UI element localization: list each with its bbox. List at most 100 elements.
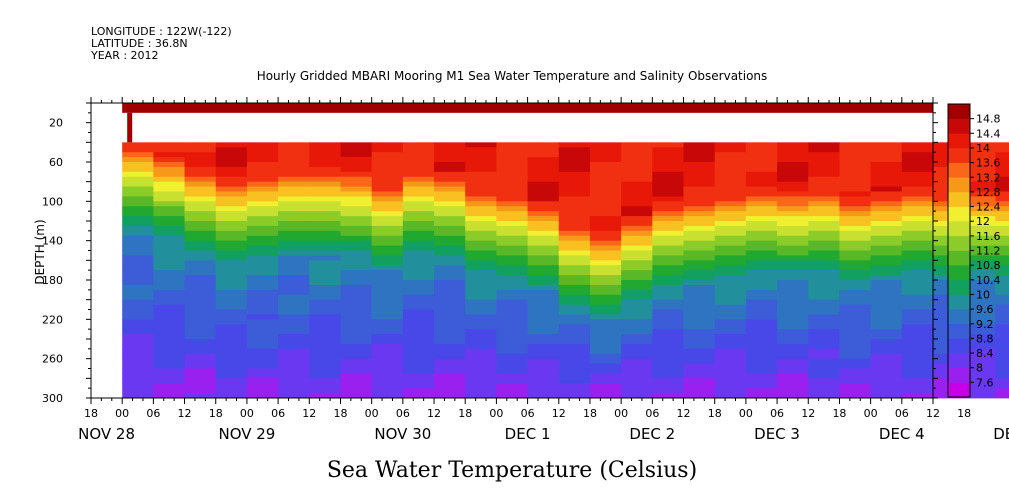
heat-cell: [714, 230, 747, 237]
heat-cell: [278, 206, 310, 212]
heat-cell: [527, 176, 560, 183]
heat-cell: [278, 343, 310, 350]
heat-cell: [870, 181, 903, 187]
heat-cell: [246, 343, 279, 350]
heat-cell: [621, 201, 653, 207]
heat-cell: [652, 191, 685, 197]
heat-cell: [589, 235, 622, 242]
heat-cell: [901, 275, 934, 281]
heat-cell: [589, 363, 622, 369]
heat-cell: [184, 250, 217, 256]
heat-cell: [153, 319, 186, 325]
heat-cell: [714, 142, 747, 148]
heat-cell: [683, 284, 716, 291]
heat-cell: [434, 304, 466, 310]
heat-cell: [309, 275, 342, 281]
heat-cell: [309, 373, 342, 379]
heat-cell: [964, 142, 996, 148]
heat-cell: [808, 260, 841, 266]
heat-cell: [371, 152, 404, 158]
heat-cell: [309, 309, 342, 315]
heat-cell: [122, 319, 154, 325]
heat-cell: [122, 270, 154, 276]
heat-cell: [839, 230, 872, 237]
heat-cell: [340, 319, 373, 325]
heat-cell: [652, 221, 685, 227]
heat-cell: [558, 221, 591, 227]
heat-cell: [870, 319, 903, 325]
heat-cell: [589, 294, 622, 301]
heat-cell: [215, 230, 248, 237]
heat-cell: [184, 245, 217, 251]
heat-cell: [215, 191, 248, 197]
heat-cell: [309, 304, 342, 310]
heat-cell: [995, 393, 1009, 399]
colorbar-swatch: [948, 147, 970, 163]
x-tick-label: 12: [801, 407, 815, 420]
heat-cell: [714, 171, 747, 178]
heat-cell: [870, 388, 903, 394]
heat-cell: [777, 166, 809, 173]
heat-cell: [714, 152, 747, 158]
heat-cell: [745, 358, 778, 364]
heat-cell: [215, 157, 248, 163]
heat-cell: [527, 378, 560, 384]
heat-cell: [278, 255, 310, 261]
heat-cell: [309, 152, 342, 158]
heat-cell: [153, 329, 186, 335]
heat-cell: [496, 373, 529, 379]
heat-cell: [309, 299, 342, 305]
colorbar-label: 14.8: [976, 113, 1001, 126]
heat-cell: [621, 166, 653, 173]
heat-cell: [153, 166, 186, 173]
heat-cell: [839, 388, 872, 394]
heat-cell: [652, 329, 685, 335]
heat-cell: [964, 191, 996, 197]
heat-cell: [527, 304, 560, 310]
heat-cell: [496, 358, 529, 364]
heat-cell: [402, 142, 435, 148]
heat-cell: [714, 225, 747, 232]
heat-cell: [995, 176, 1009, 183]
heat-cell: [215, 314, 248, 320]
heat-cell: [309, 368, 342, 374]
heat-cell: [340, 147, 373, 153]
heat-cell: [309, 166, 342, 173]
heat-cell: [964, 235, 996, 242]
heat-cell: [465, 147, 498, 153]
heat-cell: [246, 358, 279, 364]
heat-cell: [527, 196, 560, 202]
heat-cell: [839, 348, 872, 355]
heat-cell: [901, 343, 934, 350]
heat-cell: [621, 176, 653, 183]
x-date-label: DEC 2: [629, 425, 675, 443]
heat-cell: [184, 235, 217, 242]
heat-cell: [184, 280, 217, 286]
heat-cell: [870, 368, 903, 374]
heat-cell: [122, 230, 154, 237]
heat-cell: [340, 186, 373, 192]
heat-cell: [496, 181, 529, 187]
heat-cell: [808, 216, 841, 222]
heat-cell: [714, 162, 747, 168]
heat-cell: [995, 265, 1009, 271]
heat-cell: [901, 191, 934, 197]
heat-cell: [122, 265, 154, 271]
heat-cell: [278, 181, 310, 187]
heat-cell: [527, 147, 560, 153]
heat-cell: [745, 339, 778, 345]
heat-cell: [964, 358, 996, 364]
heat-cell: [402, 289, 435, 296]
heat-cell: [402, 152, 435, 158]
heat-cell: [683, 275, 716, 281]
heat-cell: [964, 152, 996, 158]
heat-cell: [309, 324, 342, 330]
heat-cell: [777, 294, 809, 301]
heat-cell: [777, 309, 809, 315]
heat-cell: [340, 157, 373, 163]
heat-cell: [683, 265, 716, 271]
heat-cell: [278, 230, 310, 237]
heat-cell: [184, 201, 217, 207]
heat-cell: [621, 255, 653, 261]
heat-cell: [434, 176, 466, 183]
